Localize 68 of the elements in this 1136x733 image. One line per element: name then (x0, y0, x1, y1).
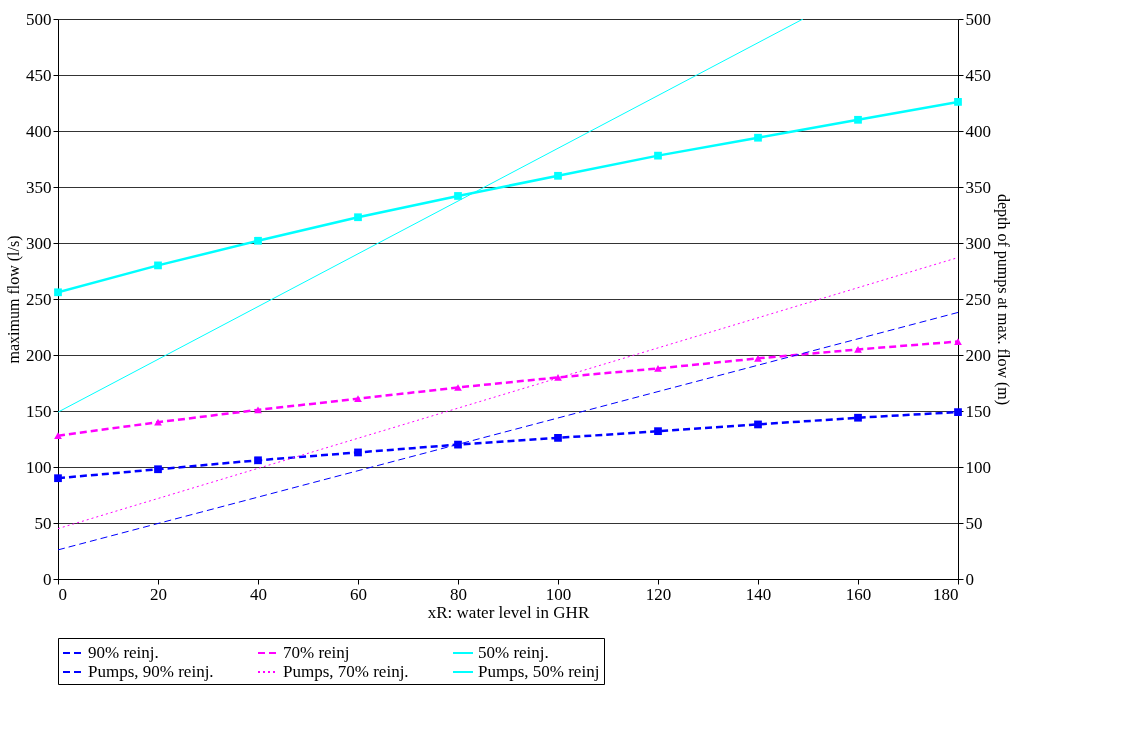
legend-label: Pumps, 70% reinj. (283, 662, 409, 681)
point (954, 98, 962, 106)
y-tick-label: 450 (26, 65, 52, 85)
x-tick-label: 0 (58, 584, 67, 604)
y-tick-label: 200 (26, 345, 52, 365)
x-tick-label: 120 (645, 584, 672, 604)
point (554, 171, 562, 180)
point (754, 133, 762, 142)
y2-tick-label: 200 (965, 345, 991, 365)
y2-tick-label: 150 (965, 401, 991, 421)
y-tick-label: 150 (26, 401, 52, 421)
legend-label: Pumps, 50% reinj (478, 662, 600, 681)
x-tick-label: 100 (545, 584, 572, 604)
x-axis-title: xR: water level in GHR (427, 602, 590, 622)
y-tick-label: 100 (26, 457, 52, 477)
y-tick-label: 350 (26, 177, 52, 197)
legend-label: 90% reinj. (88, 643, 159, 662)
point (354, 395, 362, 403)
y2-tick-label: 50 (965, 513, 983, 533)
point (54, 432, 62, 439)
point (254, 406, 262, 414)
x-tick-label: 140 (745, 584, 772, 604)
y-tick-label: 50 (34, 513, 52, 533)
x-tick-label: 40 (250, 584, 267, 604)
point (654, 427, 662, 436)
x-tick-label: 80 (450, 584, 467, 604)
x-tick-label: 60 (350, 584, 367, 604)
point (754, 355, 762, 362)
point (54, 474, 62, 483)
point (354, 448, 362, 457)
point (954, 338, 962, 345)
legend-label: 50% reinj. (478, 643, 549, 662)
x-tick-label: 180 (933, 584, 959, 604)
point (854, 413, 862, 422)
y2-tick-label: 100 (965, 457, 991, 477)
point (354, 213, 362, 222)
x-tick-label: 160 (845, 584, 872, 604)
y-axis-title: maximum flow (l/s) (5, 235, 23, 364)
point (854, 346, 862, 353)
y2-tick-label: 0 (965, 569, 974, 589)
point (654, 151, 662, 160)
point (454, 384, 462, 391)
point (654, 365, 662, 372)
y2-tick-label: 300 (965, 233, 991, 253)
point (754, 420, 762, 429)
legend-label: Pumps, 90% reinj. (88, 662, 214, 681)
y2-tick-label: 250 (965, 289, 991, 309)
legend-label: 70% reinj (283, 643, 350, 662)
point (854, 115, 862, 124)
y2-axis-title: depth of pumps at max. flow (m) (994, 193, 1012, 406)
y-tick-label: 500 (26, 9, 52, 29)
point (254, 456, 262, 465)
point (154, 465, 162, 474)
y2-tick-label: 450 (965, 65, 991, 85)
point (254, 236, 262, 245)
y2-tick-label: 400 (965, 121, 991, 141)
point (454, 192, 462, 200)
x-tick-label: 20 (150, 584, 167, 604)
point (154, 261, 162, 270)
point (554, 434, 562, 442)
y2-tick-label: 500 (965, 9, 991, 29)
y2-tick-label: 350 (965, 177, 991, 197)
y-tick-label: 300 (26, 233, 52, 253)
point (154, 418, 162, 426)
point (554, 374, 562, 381)
y-tick-label: 250 (26, 289, 52, 309)
y-tick-label: 400 (26, 121, 52, 141)
y-tick-label: 0 (43, 569, 52, 589)
